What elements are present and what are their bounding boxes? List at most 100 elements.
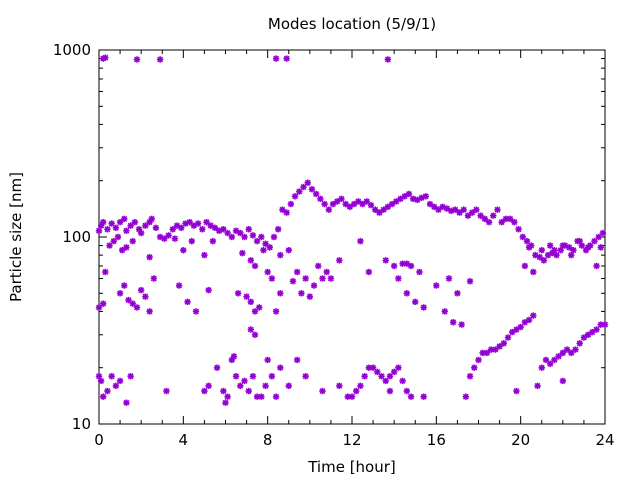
data-point — [380, 206, 387, 213]
data-point — [266, 244, 273, 251]
data-point — [247, 257, 254, 264]
data-point — [142, 293, 149, 300]
data-point — [376, 209, 383, 216]
data-point — [441, 308, 448, 315]
data-point — [148, 215, 155, 223]
data-point — [568, 251, 575, 259]
data-point — [395, 364, 402, 371]
data-point — [127, 373, 134, 380]
data-point — [258, 393, 265, 400]
data-point — [100, 218, 107, 226]
data-point — [131, 218, 139, 226]
x-axis-label: Time [hour] — [307, 458, 396, 476]
data-point — [116, 377, 124, 385]
x-axis-ticks: 0 4 8 12 16 20 24 — [94, 50, 615, 449]
data-point — [422, 193, 429, 200]
data-point — [593, 326, 600, 333]
data-point — [450, 319, 457, 326]
data-point — [319, 275, 326, 282]
data-point — [121, 282, 128, 289]
data-point — [285, 246, 292, 254]
data-point — [118, 246, 126, 254]
data-point — [384, 203, 392, 211]
chart-title: Modes location (5/9/1) — [268, 15, 436, 33]
data-point — [435, 206, 442, 213]
data-point — [300, 183, 307, 191]
data-point — [171, 235, 179, 242]
data-point — [312, 190, 320, 198]
data-point — [597, 244, 604, 251]
data-point — [485, 218, 493, 226]
data-point — [595, 233, 602, 241]
data-point — [599, 229, 607, 237]
data-point — [251, 308, 259, 315]
data-point — [454, 290, 461, 297]
data-point — [234, 290, 242, 297]
data-point — [302, 373, 309, 380]
data-point — [129, 237, 136, 245]
data-point — [146, 308, 153, 315]
data-point — [500, 340, 507, 347]
data-point — [492, 346, 499, 353]
data-point — [534, 382, 541, 390]
data-point — [247, 326, 254, 333]
data-point — [494, 206, 501, 213]
data-point — [420, 393, 427, 400]
data-point — [201, 251, 208, 259]
data-point — [321, 200, 328, 208]
data-point — [296, 188, 303, 195]
data-point — [251, 262, 259, 270]
data-point — [192, 308, 200, 315]
data-point — [403, 387, 411, 395]
data-point — [112, 224, 120, 231]
data-point — [100, 300, 107, 307]
data-point — [277, 290, 284, 297]
data-point — [589, 328, 596, 336]
x-tick-label: 16 — [427, 431, 446, 449]
x-tick-label: 4 — [179, 431, 189, 449]
data-point — [521, 262, 529, 270]
data-point — [291, 193, 299, 200]
data-point — [213, 364, 221, 371]
data-point — [104, 387, 111, 395]
data-point — [264, 268, 271, 276]
data-point — [551, 246, 558, 254]
data-point — [466, 278, 474, 285]
data-point — [559, 377, 567, 385]
data-point — [445, 275, 453, 282]
data-point — [184, 298, 191, 306]
data-point — [114, 233, 122, 241]
data-point — [538, 364, 545, 371]
data-point — [230, 353, 238, 360]
data-point — [102, 54, 109, 61]
data-point — [133, 304, 141, 311]
y-tick-label: 100 — [62, 228, 91, 246]
data-point — [201, 387, 208, 395]
data-point — [342, 200, 349, 208]
data-point — [466, 373, 474, 380]
data-point — [336, 257, 343, 264]
data-point — [152, 224, 160, 231]
data-point — [268, 275, 276, 282]
data-point — [591, 237, 598, 245]
data-point — [513, 387, 520, 395]
data-point — [277, 364, 284, 371]
data-point — [123, 244, 130, 251]
data-point — [247, 298, 254, 306]
data-point — [565, 244, 573, 251]
data-point — [490, 212, 497, 219]
x-tick-label: 0 — [94, 431, 104, 449]
data-point — [106, 242, 113, 249]
data-point — [357, 237, 364, 245]
data-point — [420, 304, 427, 311]
data-point — [336, 382, 343, 390]
data-point — [559, 242, 567, 249]
data-point — [399, 377, 406, 385]
data-point — [268, 373, 276, 380]
data-point — [306, 293, 314, 300]
data-point — [553, 251, 560, 259]
data-point — [108, 220, 115, 227]
data-point — [224, 393, 231, 400]
data-point — [272, 393, 280, 400]
data-point — [350, 200, 358, 208]
